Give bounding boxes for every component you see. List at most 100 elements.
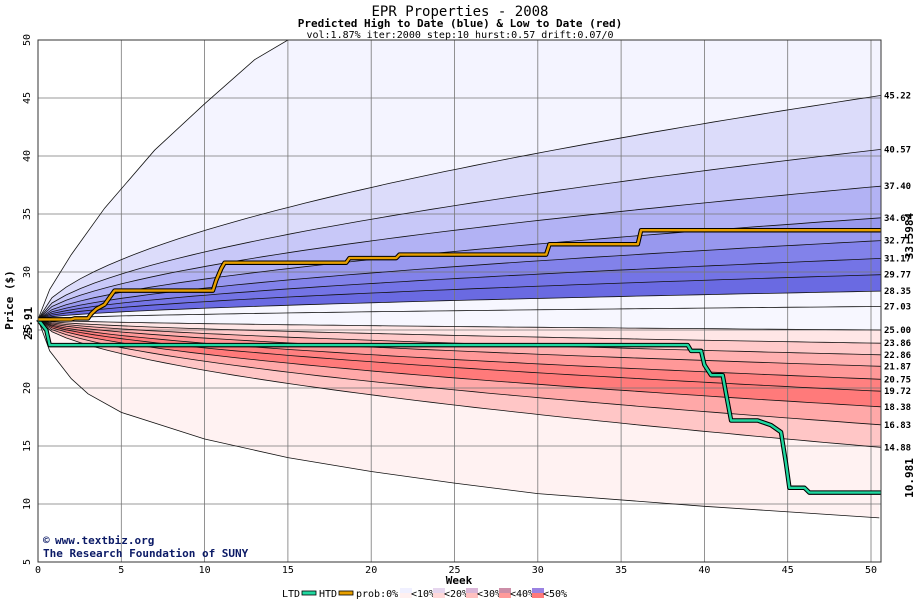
high-prob-band	[38, 149, 881, 320]
legend-swatch-band	[466, 588, 478, 593]
low-level-curve	[37, 319, 882, 367]
legend-label: <30%	[477, 589, 501, 600]
y-tick-label: 30	[22, 266, 33, 278]
level-label: 18.38	[884, 403, 911, 413]
high-marker-label: 33.5984	[903, 212, 916, 259]
series-lines	[36, 227, 881, 495]
level-label: 23.86	[884, 339, 911, 349]
level-label: 22.86	[884, 351, 911, 361]
high-level-curve	[37, 290, 882, 320]
level-label: 28.35	[884, 287, 911, 297]
level-label: 45.22	[884, 91, 911, 101]
level-label: 25.00	[884, 326, 911, 336]
low-level-curve	[37, 319, 882, 380]
high-level-curve	[37, 306, 882, 320]
high-level-curve	[37, 95, 882, 320]
x-tick-label: 10	[199, 565, 211, 576]
low-level-curve	[37, 319, 882, 408]
legend: LTD HTD prob:0% <10% <20% <30% <40% <50%	[282, 588, 567, 600]
low-prob-band	[38, 319, 881, 344]
level-labels: 45.22 40.57 37.40 34.67 32.71 31.17 29.77 28.35…	[884, 91, 911, 453]
credit-org: The Research Foundation of SUNY	[43, 547, 249, 560]
x-axis-label: Week	[446, 574, 473, 587]
credits: © www.textbiz.org The Research Foundatio…	[43, 534, 249, 560]
low-marker-label: 10.981	[903, 458, 916, 498]
high-prob-band	[38, 291, 881, 320]
y-tick-label: 50	[22, 34, 33, 46]
legend-swatch-htd	[338, 590, 354, 596]
y-tick-label: 5	[22, 559, 33, 565]
x-tick-label: 20	[365, 565, 377, 576]
high-level-curve	[37, 274, 882, 320]
level-label: 31.17	[884, 254, 911, 264]
low-level-curve	[37, 319, 880, 519]
x-tick-label: 0	[35, 565, 41, 576]
y-tick-label: 45	[22, 92, 33, 104]
legend-label: <20%	[444, 589, 468, 600]
low-prob-band	[38, 319, 881, 407]
legend-label: HTD	[319, 589, 337, 600]
level-label: 16.83	[884, 421, 911, 431]
x-tick-label: 30	[532, 565, 544, 576]
low-prob-band	[38, 319, 881, 380]
legend-label: prob:0%	[356, 589, 398, 600]
high-level-curve	[37, 185, 882, 320]
low-outer-region	[38, 319, 881, 562]
y-tick-label: 25	[22, 324, 33, 336]
level-label: 37.40	[884, 182, 911, 192]
level-label: 19.72	[884, 387, 911, 397]
high-level-curve	[37, 258, 882, 320]
x-tick-label: 45	[782, 565, 794, 576]
legend-swatch-ltd	[301, 590, 317, 596]
high-prob-band	[38, 240, 881, 320]
low-prob-band	[38, 319, 881, 518]
legend-label: <40%	[510, 589, 534, 600]
legend-swatch-band	[499, 588, 511, 593]
y-tick-label: 40	[22, 150, 33, 162]
credit-site: www.textbiz.org	[55, 534, 154, 547]
high-outer-region	[38, 40, 881, 320]
legend-label: LTD	[282, 589, 300, 600]
legend-swatch-band	[532, 588, 544, 593]
mid-level-curve	[37, 319, 882, 331]
legend-swatch-band	[400, 588, 412, 593]
high-level-curve	[37, 217, 882, 320]
low-level-curve	[37, 319, 882, 344]
low-prob-band	[38, 319, 881, 367]
level-label: 14.88	[884, 443, 911, 453]
htd-series-line	[38, 228, 881, 321]
level-label: 34.67	[884, 214, 911, 224]
plot-border	[37, 39, 882, 563]
low-prob-band	[38, 319, 881, 425]
legend-swatch-band	[433, 593, 445, 598]
credit-copyright-symbol: ©	[43, 534, 50, 547]
level-label: 32.71	[884, 237, 911, 247]
high-level-curve	[37, 149, 882, 320]
y-tick-label: 15	[22, 440, 33, 452]
low-prob-band	[38, 319, 881, 392]
x-tick-label: 50	[865, 565, 877, 576]
level-label: 40.57	[884, 145, 911, 155]
x-tick-label: 35	[615, 565, 627, 576]
legend-label: <50%	[543, 589, 567, 600]
high-prob-band	[38, 274, 881, 320]
high-prob-band	[38, 186, 881, 320]
high-level-curve	[37, 39, 881, 320]
x-tick-label: 25	[448, 565, 460, 576]
y-axis-ticks: 5 10 15 20 25 30 35 40 45 50	[22, 34, 33, 565]
x-axis-ticks: 0 5 10 15 20 25 30 35 40 45 50	[35, 565, 877, 576]
x-tick-label: 15	[282, 565, 294, 576]
level-label: 21.87	[884, 362, 911, 372]
low-level-curve	[37, 319, 882, 448]
y-axis-label: Price ($)	[3, 270, 16, 330]
level-label: 29.77	[884, 271, 911, 281]
chart-params: vol:1.87% iter:2000 step:10 hurst:0.57 d…	[306, 30, 613, 41]
start-price-label: 25.91	[22, 307, 35, 340]
legend-swatch-band	[499, 593, 511, 598]
x-tick-label: 40	[698, 565, 710, 576]
y-tick-label: 20	[22, 382, 33, 394]
legend-swatch-band	[433, 588, 445, 593]
legend-swatch-band	[532, 593, 544, 598]
high-prob-band	[38, 95, 881, 320]
